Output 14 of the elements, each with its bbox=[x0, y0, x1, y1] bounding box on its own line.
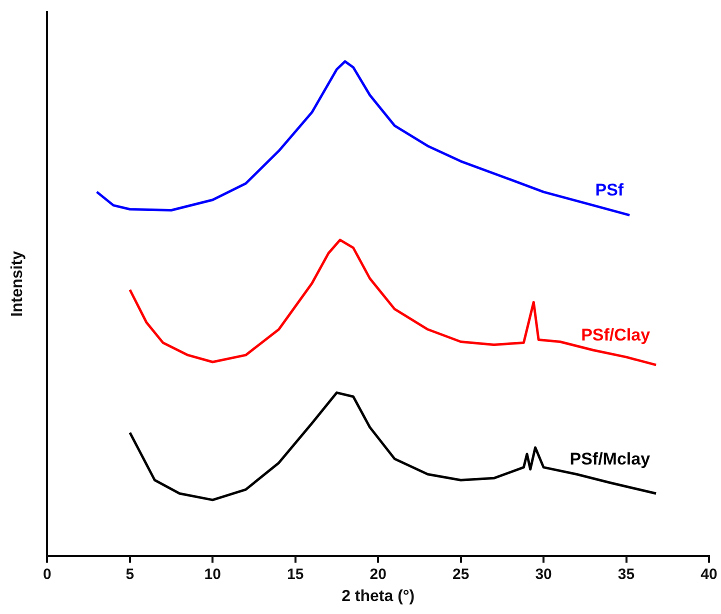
series-label: PSf/Clay bbox=[581, 325, 651, 344]
x-tick-label: 0 bbox=[43, 566, 52, 583]
series-label: PSf bbox=[595, 180, 624, 200]
x-tick-label: 15 bbox=[287, 566, 304, 583]
y-axis-title: Intensity bbox=[9, 250, 26, 317]
x-tick-label: 20 bbox=[370, 566, 386, 583]
x-axis-title: 2 theta (°) bbox=[342, 588, 415, 605]
x-tick-label: 25 bbox=[452, 566, 470, 583]
x-tick-label: 35 bbox=[618, 566, 635, 583]
series-label: PSf/Mclay bbox=[570, 449, 651, 468]
x-tick-label: 5 bbox=[126, 566, 134, 583]
x-tick-label: 30 bbox=[535, 566, 552, 583]
x-tick-label: 40 bbox=[700, 566, 718, 583]
x-tick-label: 10 bbox=[204, 566, 221, 583]
